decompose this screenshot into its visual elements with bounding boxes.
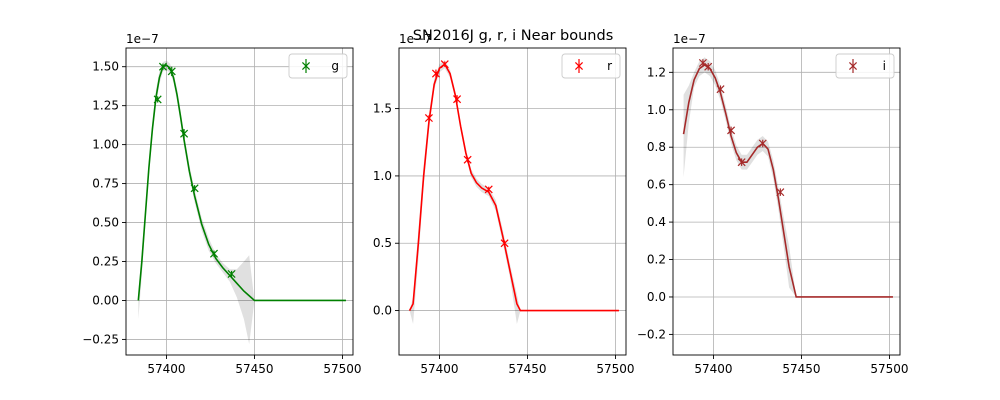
x-tick-label: 57400 (147, 362, 185, 376)
observation-point (463, 155, 472, 164)
uncertainty-band (138, 60, 346, 345)
panel-g-band: 57400 57450 57500 −0.25 0.00 0.25 0.50 0.75 1.00… (82, 32, 361, 376)
y-tick-label: 0.6 (647, 178, 666, 192)
legend: g (288, 53, 348, 79)
axes-frame (398, 47, 627, 356)
fit-curve-line (408, 62, 619, 312)
y-tick-label: 0.00 (92, 293, 119, 307)
uncertainty-band (683, 57, 893, 297)
observation-point (758, 139, 767, 148)
y-tick-label: 0.5 (373, 236, 392, 250)
observation-point (153, 95, 162, 104)
y-tick-label: 1.5 (373, 102, 392, 116)
x-tick-label: 57500 (323, 362, 361, 376)
y-tick-label: 1.2 (647, 65, 666, 79)
observation-point (424, 113, 433, 123)
legend: r (561, 53, 621, 79)
observation-point (190, 184, 199, 193)
fit-curve-line (137, 64, 346, 302)
x-tick-label: 57400 (420, 362, 458, 376)
x-tick-label: 57450 (235, 362, 273, 376)
y-tick-label: 1.25 (92, 99, 119, 113)
legend-label: i (883, 59, 886, 73)
figure-title: SN2016J g, r, i Near bounds (413, 28, 614, 44)
y-tick-label: 1.50 (92, 60, 119, 74)
panel-r-band: 57400 57450 57500 0.0 0.5 1.0 1.5 1e−7 r (373, 32, 635, 376)
y-tick-label: 0.0 (373, 304, 392, 318)
observation-point (440, 60, 449, 69)
y-tick-label: 0.0 (647, 290, 666, 304)
observation-point (180, 129, 189, 139)
legend-label: r (607, 59, 612, 73)
legend-marker (301, 59, 311, 73)
y-tick-label: 0.25 (92, 254, 119, 268)
y-offset-label: 1e−7 (673, 32, 706, 46)
y-tick-label: 0.50 (92, 216, 119, 230)
y-tick-label: 1.0 (647, 103, 666, 117)
x-tick-label: 57500 (596, 362, 634, 376)
panel-i-band: 57400 57450 57500 −0.2 0.0 0.2 0.4 0.6 0.8 1.0 1.2… (637, 32, 909, 376)
observation-point (737, 158, 746, 167)
y-tick-label: 0.4 (647, 215, 666, 229)
y-tick-label: −0.25 (82, 332, 119, 346)
x-tick-label: 57500 (870, 362, 908, 376)
legend-label: g (331, 59, 339, 73)
observation-point (727, 126, 736, 135)
y-tick-label: 1.0 (373, 169, 392, 183)
observation-point (716, 85, 725, 94)
y-tick-label: 0.75 (92, 177, 119, 191)
y-offset-label: 1e−7 (126, 32, 159, 46)
observation-point (500, 239, 509, 248)
axes-frame (672, 47, 901, 356)
observation-point (698, 58, 707, 67)
legend-marker (574, 59, 584, 73)
observation-point (158, 62, 167, 71)
observation-point (704, 62, 713, 71)
y-tick-label: −0.2 (637, 327, 666, 341)
observation-point (227, 269, 236, 278)
observation-point (209, 249, 219, 258)
observation-point (484, 185, 493, 194)
observation-point (776, 188, 785, 197)
observation-point (453, 95, 462, 104)
x-tick-label: 57450 (782, 362, 820, 376)
y-tick-label: 0.2 (647, 253, 666, 267)
x-tick-label: 57450 (508, 362, 546, 376)
y-tick-label: 0.8 (647, 140, 666, 154)
legend: i (835, 53, 895, 79)
y-tick-label: 1.00 (92, 138, 119, 152)
x-tick-label: 57400 (694, 362, 732, 376)
observation-point (167, 66, 176, 77)
axes-frame (125, 47, 354, 356)
legend-marker (848, 59, 858, 73)
observation-point (431, 69, 440, 78)
y-offset-label: 1e−7 (399, 32, 432, 46)
